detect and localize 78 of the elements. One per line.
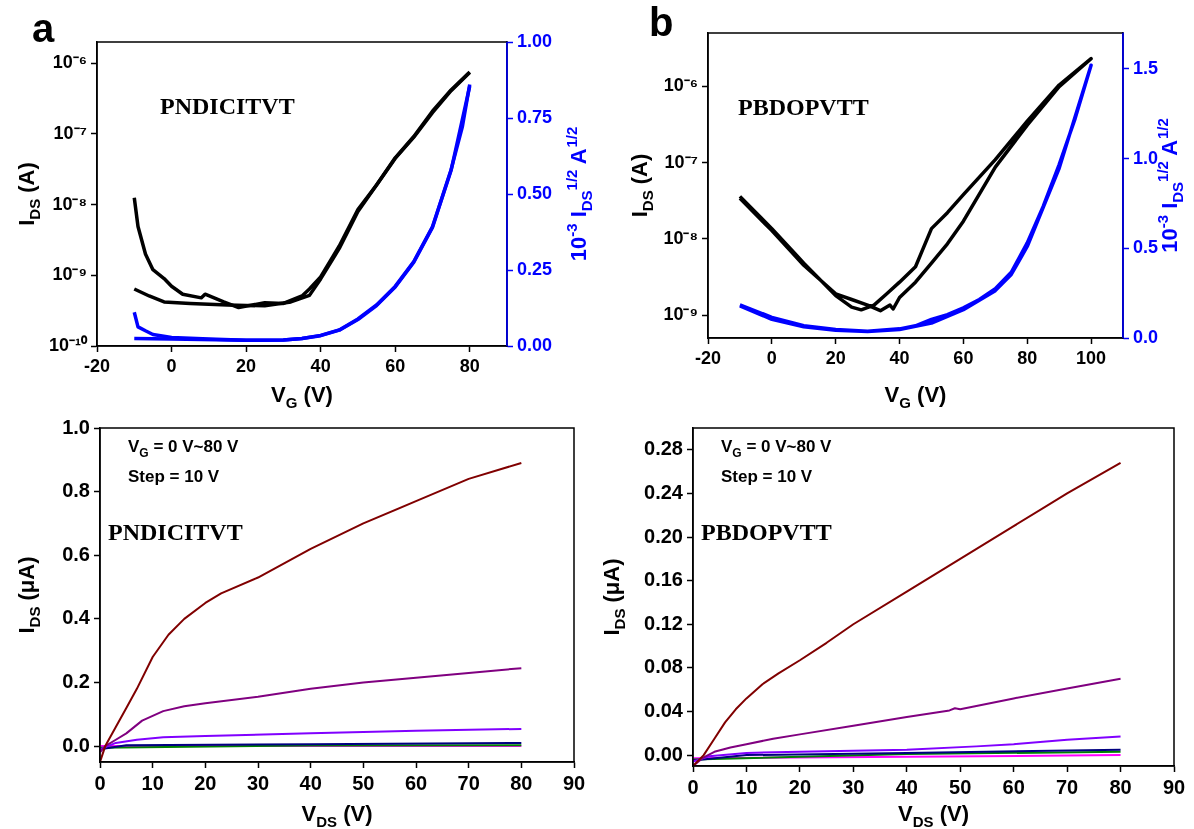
x-tick-label: 0 xyxy=(166,355,177,376)
y2-tick-label: 0.50 xyxy=(517,182,553,203)
annotation: PNDICITVT xyxy=(160,93,295,119)
x-tick-label: 100 xyxy=(1076,347,1107,368)
y-tick-label: 1.0 xyxy=(62,415,90,438)
x-tick-label: 50 xyxy=(352,771,375,794)
y-tick-label: 10⁻⁸ xyxy=(52,193,87,214)
x-tick-label: 60 xyxy=(385,355,406,376)
y-tick-label: 0.0 xyxy=(62,733,90,756)
y-tick-label: 0.08 xyxy=(644,655,683,678)
annotation: PNDICITVT xyxy=(108,519,243,545)
y2-tick-label: 1.00 xyxy=(517,30,553,51)
x-tick-label: 80 xyxy=(510,771,533,794)
x-tick-label: 70 xyxy=(1055,775,1079,798)
x-tick-label: 10 xyxy=(141,771,164,794)
x-tick-label: 40 xyxy=(310,355,331,376)
annotation: PBDOPVTT xyxy=(701,519,832,545)
chart-title: a xyxy=(32,6,55,50)
y-tick-label: 10⁻⁷ xyxy=(664,151,698,172)
y-tick-label: 0.8 xyxy=(62,479,90,502)
x-tick-label: 80 xyxy=(1017,347,1038,368)
x-tick-label: 0 xyxy=(94,771,106,794)
y-tick-label: 0.16 xyxy=(644,568,683,591)
x-tick-label: 70 xyxy=(457,771,480,794)
x-tick-label: 60 xyxy=(1002,775,1025,798)
annotation: Step = 10 V xyxy=(721,467,813,486)
y-tick-label: 0.04 xyxy=(644,699,684,721)
y2-tick-label: 0.5 xyxy=(1133,237,1159,258)
y2-tick-label: 1.5 xyxy=(1133,57,1159,78)
y-tick-label: 0.24 xyxy=(644,480,684,503)
y-tick-label: 0.6 xyxy=(62,542,90,565)
x-tick-label: 90 xyxy=(1162,775,1186,798)
x-tick-label: 40 xyxy=(895,775,918,798)
y-tick-label: 0.28 xyxy=(644,437,683,460)
y-axis-title: IDS (μA) xyxy=(599,558,629,636)
y-tick-label: 10⁻¹⁰ xyxy=(48,334,88,355)
y-axis-title: IDS (A) xyxy=(627,153,657,218)
y2-tick-label: 1.0 xyxy=(1133,147,1159,168)
x-tick-label: 10 xyxy=(735,775,758,798)
y-axis-title: IDS (A) xyxy=(14,162,44,226)
y-tick-label: 10⁻⁹ xyxy=(663,304,698,325)
y2-tick-label: 0.25 xyxy=(517,258,553,279)
annotation: Step = 10 V xyxy=(128,467,220,486)
x-tick-label: 30 xyxy=(246,771,270,794)
x-tick-label: 0 xyxy=(687,775,699,798)
x-tick-label: 20 xyxy=(194,771,217,794)
y-tick-label: 10⁻⁶ xyxy=(663,75,698,96)
y2-tick-label: 0.0 xyxy=(1133,326,1159,347)
x-tick-label: 60 xyxy=(404,771,428,794)
x-tick-label: 30 xyxy=(842,775,865,798)
x-tick-label: 20 xyxy=(788,775,812,798)
y-tick-label: 0.12 xyxy=(644,611,683,634)
y-tick-label: 10⁻⁷ xyxy=(53,122,87,143)
x-tick-label: 20 xyxy=(236,355,257,376)
y-tick-label: 10⁻⁹ xyxy=(52,264,87,285)
x-tick-label: 40 xyxy=(299,771,322,794)
x-tick-label: -20 xyxy=(694,347,722,368)
x-tick-label: 80 xyxy=(1109,775,1132,798)
y-tick-label: 0.00 xyxy=(644,742,683,765)
y-tick-label: 0.20 xyxy=(644,524,683,547)
x-tick-label: 40 xyxy=(889,347,910,368)
y-tick-label: 10⁻⁶ xyxy=(52,52,87,73)
y2-tick-label: 0.75 xyxy=(517,106,553,127)
annotation: PBDOPVTT xyxy=(738,94,869,120)
y-axis-title: IDS (μA) xyxy=(14,556,44,634)
x-tick-label: 80 xyxy=(459,355,480,376)
x-tick-label: 50 xyxy=(949,775,972,798)
y-tick-label: 0.4 xyxy=(62,606,91,629)
x-tick-label: 0 xyxy=(766,347,777,368)
chart-title: b xyxy=(649,0,674,44)
y2-axis-title: 10-3 IDS1/2 A1/2 xyxy=(562,126,596,262)
x-tick-label: 60 xyxy=(953,347,974,368)
x-tick-label: 20 xyxy=(825,347,846,368)
y2-tick-label: 0.00 xyxy=(517,334,553,355)
y-tick-label: 0.2 xyxy=(62,669,90,692)
x-tick-label: -20 xyxy=(83,355,111,376)
y-tick-label: 10⁻⁸ xyxy=(663,227,698,248)
x-tick-label: 90 xyxy=(562,771,586,794)
